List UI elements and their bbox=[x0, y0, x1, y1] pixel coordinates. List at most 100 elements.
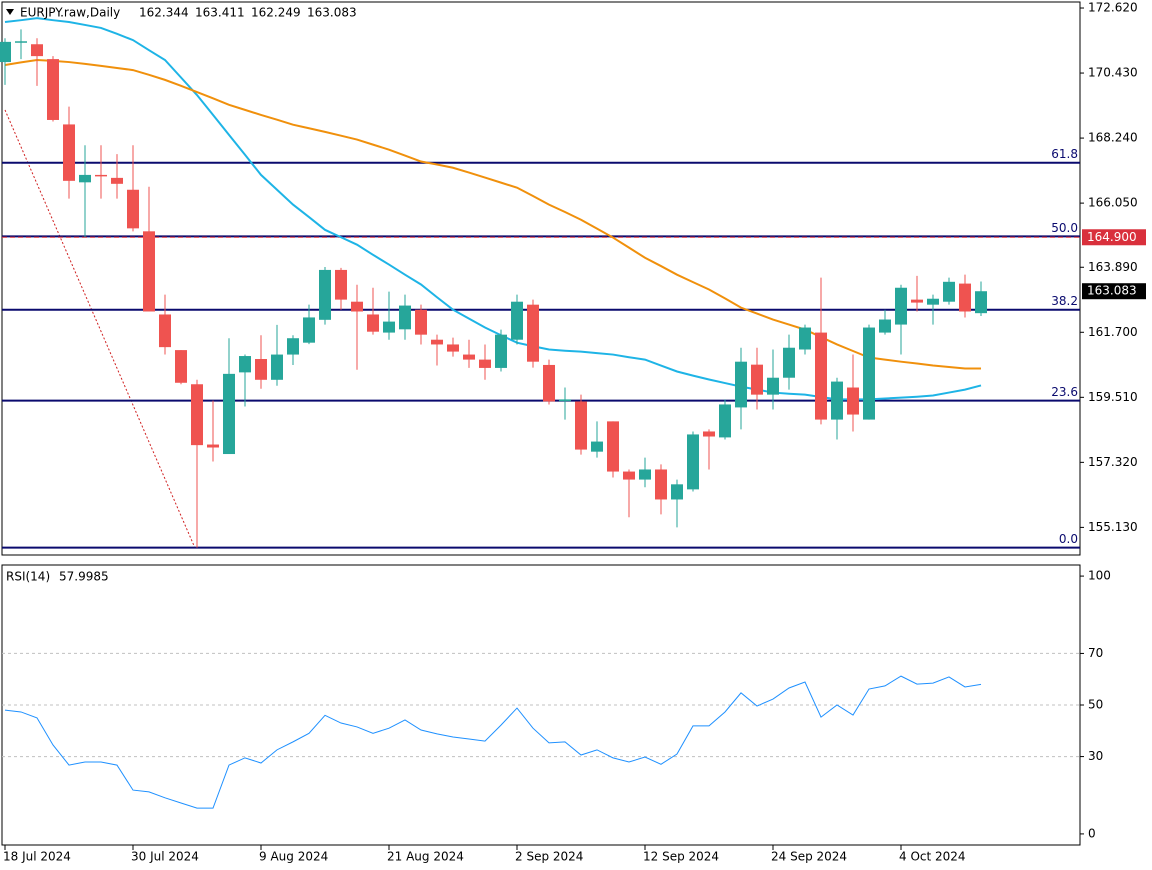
x-tick-label: 9 Aug 2024 bbox=[259, 850, 328, 864]
candle-body bbox=[351, 301, 363, 312]
candle-body bbox=[639, 469, 651, 480]
candle-body bbox=[895, 287, 907, 325]
rsi-value: 57.9985 bbox=[59, 570, 109, 584]
header-low: 162.249 bbox=[251, 6, 301, 20]
moving-average bbox=[4, 58, 981, 370]
main-panel bbox=[1, 1, 1081, 556]
rsi-title: RSI(14) bbox=[6, 570, 50, 584]
y-tick-label: 0 bbox=[1088, 826, 1096, 840]
candle-body bbox=[703, 431, 715, 437]
x-tick-label: 4 Oct 2024 bbox=[899, 850, 966, 864]
candle-body bbox=[255, 359, 267, 380]
candle-body bbox=[735, 361, 747, 408]
candle-body bbox=[463, 354, 475, 360]
candle-body bbox=[415, 309, 427, 335]
y-tick-label: 30 bbox=[1088, 749, 1103, 763]
menu-arrow bbox=[6, 9, 14, 15]
candle-body bbox=[879, 319, 891, 333]
fib-label: 0.0 bbox=[1059, 532, 1078, 546]
candle-body bbox=[623, 471, 635, 480]
fib-label: 38.2 bbox=[1051, 294, 1078, 308]
header-high: 163.411 bbox=[195, 6, 245, 20]
candle-body bbox=[607, 421, 619, 472]
main-plot: 61.8 50.0 38.2 23.6 0.0 bbox=[0, 17, 1080, 549]
symbol-title: EURJPY.raw,Daily bbox=[20, 6, 120, 20]
candle-body bbox=[367, 314, 379, 332]
x-tick-label: 24 Sep 2024 bbox=[771, 850, 847, 864]
candle-body bbox=[783, 347, 795, 378]
candle-body bbox=[655, 469, 667, 500]
candle-body bbox=[159, 314, 171, 348]
y-tick-label: 163.890 bbox=[1088, 260, 1138, 274]
y-tick-label: 70 bbox=[1088, 646, 1103, 660]
candle-body bbox=[207, 444, 219, 448]
candle-body bbox=[399, 305, 411, 330]
candle-body bbox=[431, 339, 443, 345]
rsi-panel bbox=[1, 564, 1081, 846]
candle-body bbox=[191, 384, 203, 446]
candle-body bbox=[271, 354, 283, 380]
candle-body bbox=[143, 231, 155, 312]
candle-body bbox=[31, 44, 43, 57]
candle-body bbox=[863, 327, 875, 420]
x-tick-label: 12 Sep 2024 bbox=[643, 850, 719, 864]
candle-body bbox=[223, 373, 235, 455]
candle-body bbox=[591, 441, 603, 452]
candle-body bbox=[175, 350, 187, 383]
y-tick-label: 100 bbox=[1088, 569, 1111, 583]
price-line-label: 164.900 bbox=[1087, 230, 1137, 244]
header-open: 162.344 bbox=[139, 6, 189, 20]
candle-body bbox=[543, 364, 555, 402]
candle-body bbox=[719, 404, 731, 438]
candle-body bbox=[495, 334, 507, 368]
x-tick-label: 18 Jul 2024 bbox=[3, 850, 71, 864]
candle-body bbox=[79, 174, 91, 183]
candle-body bbox=[511, 301, 523, 340]
candle-body bbox=[239, 356, 251, 373]
candle-body bbox=[975, 291, 987, 314]
candle-body bbox=[15, 41, 27, 43]
candle-body bbox=[815, 332, 827, 420]
candle-body bbox=[831, 381, 843, 420]
header-close: 163.083 bbox=[307, 6, 357, 20]
rsi-plot bbox=[2, 652, 1080, 809]
candle-body bbox=[95, 174, 107, 177]
x-tick-label: 2 Sep 2024 bbox=[515, 850, 583, 864]
candle-body bbox=[111, 177, 123, 184]
fib-label: 61.8 bbox=[1051, 147, 1078, 161]
candle-body bbox=[335, 269, 347, 300]
candle-body bbox=[0, 41, 11, 63]
candle-body bbox=[319, 269, 331, 320]
fib-trend-line bbox=[4, 109, 196, 549]
candle-body bbox=[799, 327, 811, 350]
candle-body bbox=[559, 399, 571, 402]
price-line-box bbox=[1082, 229, 1146, 246]
y-tick-label: 170.430 bbox=[1088, 66, 1138, 80]
y-tick-label: 161.700 bbox=[1088, 325, 1138, 339]
last-price-label: 163.083 bbox=[1087, 284, 1137, 298]
y-tick-label: 155.130 bbox=[1088, 520, 1138, 534]
candle-body bbox=[767, 377, 779, 395]
y-tick-label: 166.050 bbox=[1088, 196, 1138, 210]
candle-body bbox=[751, 364, 763, 395]
y-tick-label: 157.320 bbox=[1088, 455, 1138, 469]
x-tick-label: 30 Jul 2024 bbox=[131, 850, 199, 864]
candle-body bbox=[575, 401, 587, 450]
last-price-box bbox=[1082, 283, 1146, 300]
candle-body bbox=[63, 124, 75, 181]
y-tick-label: 50 bbox=[1088, 698, 1103, 712]
y-tick-label: 159.510 bbox=[1088, 390, 1138, 404]
candle-body bbox=[687, 434, 699, 490]
y-tick-label: 168.240 bbox=[1088, 131, 1138, 145]
candle-body bbox=[303, 317, 315, 343]
candle-body bbox=[911, 299, 923, 303]
candle-body bbox=[287, 338, 299, 355]
candle-body bbox=[927, 298, 939, 305]
candle-body bbox=[447, 344, 459, 352]
candle-body bbox=[47, 59, 59, 120]
candle-body bbox=[671, 484, 683, 500]
candle-body bbox=[847, 387, 859, 415]
x-tick-label: 21 Aug 2024 bbox=[387, 850, 464, 864]
fib-label: 23.6 bbox=[1051, 385, 1078, 399]
